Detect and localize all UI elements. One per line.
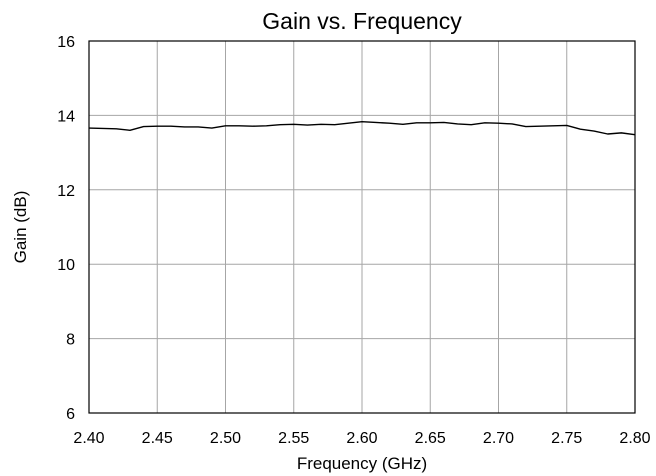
x-tick-label: 2.45 <box>142 430 173 447</box>
y-tick-label: 12 <box>57 183 75 200</box>
plot-area-frame <box>88 40 636 414</box>
x-tick-label: 2.80 <box>619 430 650 447</box>
x-axis-title: Frequency (GHz) <box>297 454 427 473</box>
series-layer <box>88 121 636 136</box>
x-tick-label: 2.50 <box>210 430 241 447</box>
tick-labels: 2.40 2.45 2.50 2.55 2.60 2.65 2.70 2.75 2.80 6 8 10… <box>57 34 650 447</box>
x-tick-label: 2.40 <box>73 430 104 447</box>
gain-series-line <box>88 121 636 136</box>
y-tick-label: 8 <box>66 332 75 349</box>
y-axis-title: Gain (dB) <box>11 191 30 264</box>
y-tick-label: 16 <box>57 34 75 51</box>
x-tick-label: 2.65 <box>415 430 446 447</box>
chart-title: Gain vs. Frequency <box>262 8 462 34</box>
x-tick-label: 2.55 <box>278 430 309 447</box>
grid-lines <box>88 40 636 414</box>
y-tick-label: 14 <box>57 108 75 125</box>
x-tick-label: 2.70 <box>483 430 514 447</box>
x-tick-label: 2.60 <box>346 430 377 447</box>
y-tick-label: 6 <box>66 406 75 423</box>
x-tick-label: 2.75 <box>551 430 582 447</box>
y-tick-label: 10 <box>57 257 75 274</box>
